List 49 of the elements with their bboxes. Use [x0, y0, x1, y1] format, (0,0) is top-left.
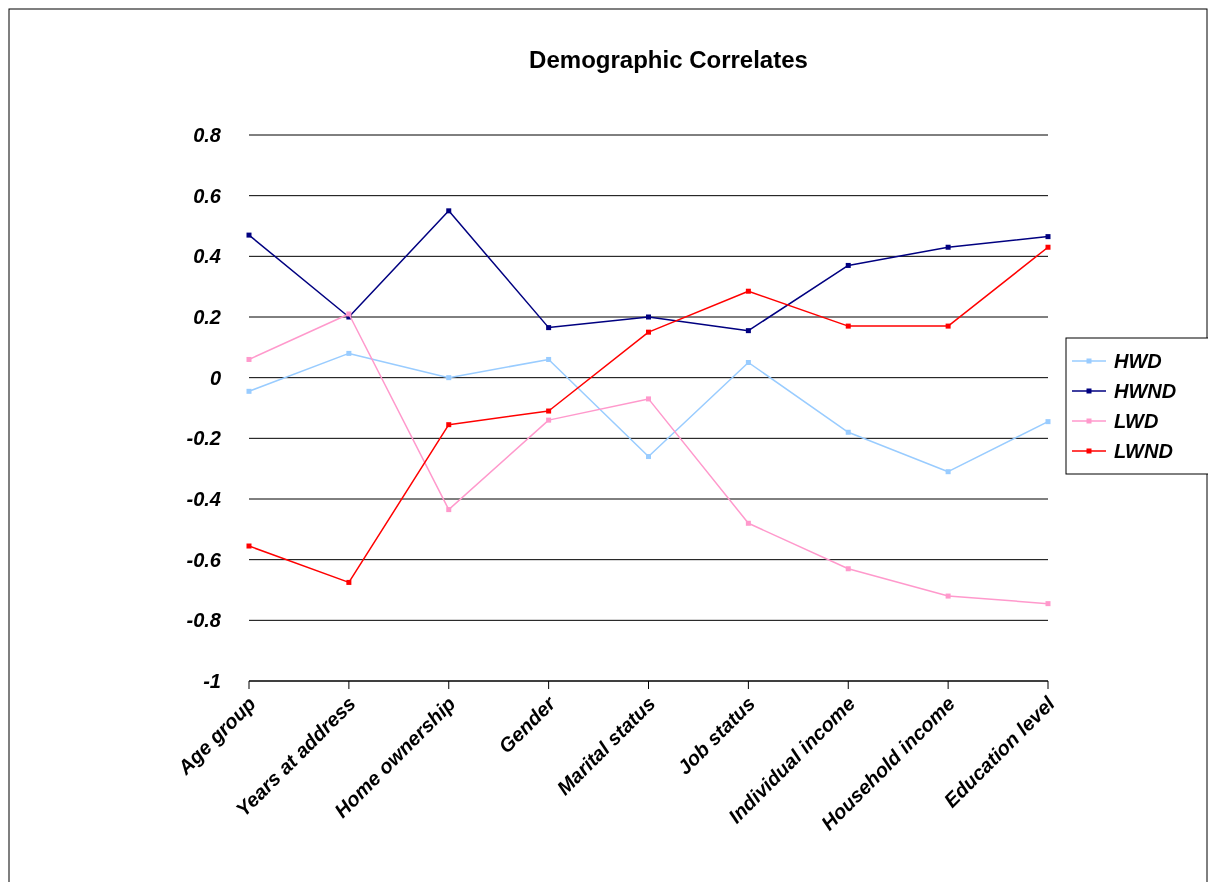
point	[1045, 601, 1051, 607]
y-tick-label: 0	[209, 366, 221, 389]
y-tick-label: -0.6	[186, 548, 222, 571]
point	[546, 356, 552, 362]
point	[745, 520, 751, 526]
y-tick-label: 0.4	[193, 245, 221, 268]
legend-label: HWD	[1114, 350, 1162, 372]
point	[945, 469, 951, 475]
point	[1045, 419, 1051, 425]
point	[945, 323, 951, 329]
point	[945, 244, 951, 250]
point	[845, 566, 851, 572]
point	[646, 329, 651, 335]
point	[446, 208, 452, 214]
chart-title: Demographic Correlates	[529, 46, 808, 73]
point	[845, 429, 851, 435]
y-tick-label: -1	[203, 670, 221, 692]
point	[845, 323, 851, 329]
point	[246, 232, 252, 238]
y-tick-label: -0.4	[186, 488, 221, 510]
point	[646, 396, 651, 402]
point	[845, 262, 851, 268]
point	[246, 543, 252, 549]
point	[446, 507, 452, 513]
y-tick-label: 0.6	[193, 184, 222, 207]
legend-label: LWD	[1114, 410, 1159, 432]
point	[246, 356, 252, 362]
point	[646, 314, 651, 320]
point	[646, 454, 651, 460]
point	[745, 360, 751, 365]
point	[546, 417, 552, 423]
point	[1045, 244, 1051, 250]
y-tick-label: -0.2	[186, 427, 221, 450]
point	[945, 593, 951, 599]
point	[546, 325, 552, 331]
point	[546, 408, 552, 414]
point	[745, 328, 751, 334]
legend-label: LWND	[1114, 440, 1173, 462]
point	[745, 288, 751, 294]
y-tick-label: -0.8	[186, 609, 222, 632]
point	[346, 579, 352, 585]
point	[1045, 234, 1051, 240]
y-tick-label: 0.8	[193, 124, 222, 146]
point	[246, 388, 252, 394]
y-tick-label: 0.2	[193, 306, 221, 328]
point	[446, 375, 452, 381]
legend-label: HWND	[1114, 380, 1177, 402]
point	[446, 422, 452, 428]
point	[346, 350, 352, 356]
